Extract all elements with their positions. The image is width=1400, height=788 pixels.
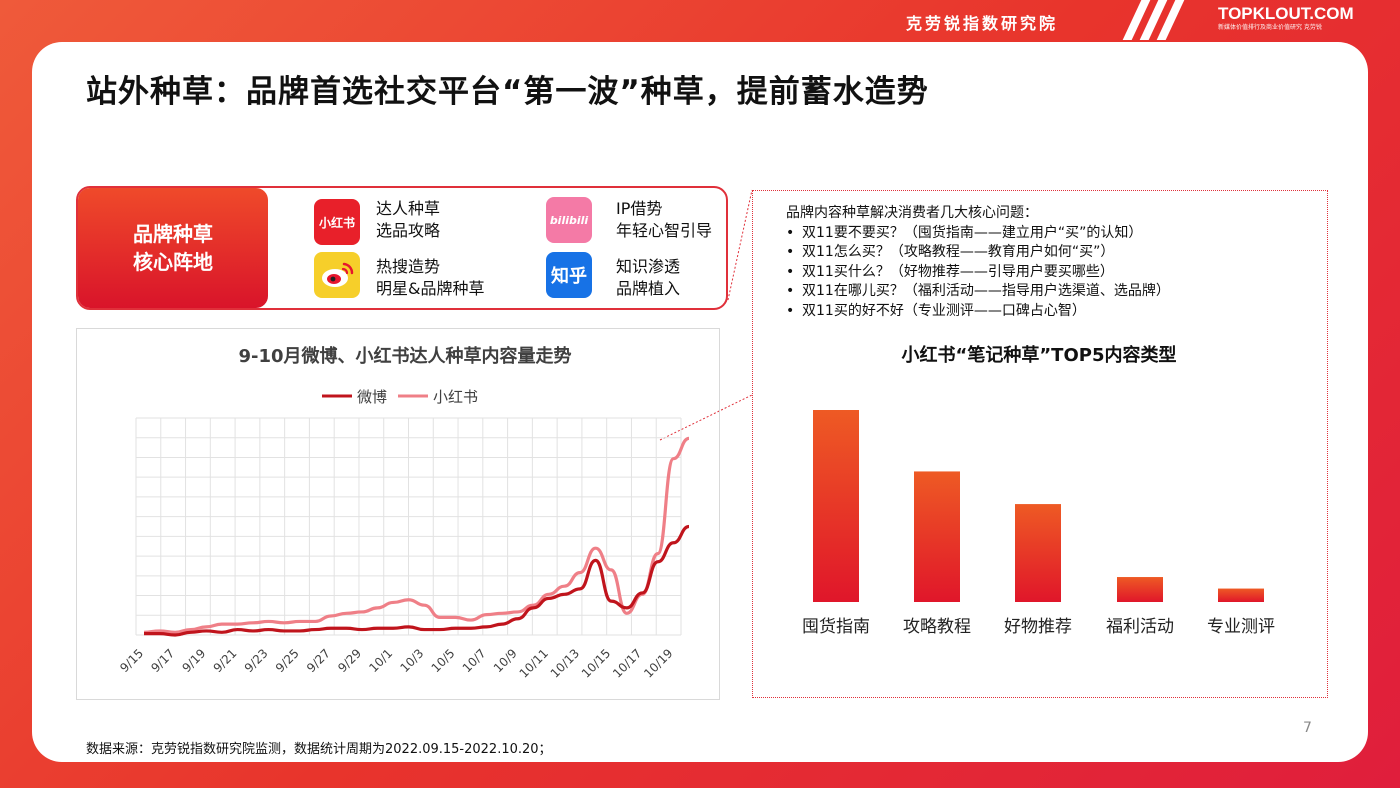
zhihu-icon-text: 知乎 xyxy=(551,266,587,287)
bar xyxy=(914,471,960,602)
questions-panel xyxy=(752,190,1328,698)
legend-label-xiaohongshu: 小红书 xyxy=(433,388,478,406)
question-item: 双11买什么？（好物推荐——引导用户要买哪些） xyxy=(786,263,1170,283)
bar-category-label: 专业测评 xyxy=(1207,617,1275,637)
core-line-2: 核心阵地 xyxy=(133,250,213,274)
bilibili-icon-text: bilibili xyxy=(549,213,589,227)
bar-category-label: 囤货指南 xyxy=(802,617,870,637)
bar-category-label: 攻略教程 xyxy=(903,617,971,637)
platform-zhihu-text: 知识渗透 品牌植入 xyxy=(616,256,680,300)
zhihu-icon: 知乎 xyxy=(546,252,592,298)
platform-line-1: 热搜造势 xyxy=(376,257,441,276)
x-tick-label: 10/11 xyxy=(517,646,551,680)
question-item: 双11买的好不好（专业测评——口碑占心智） xyxy=(786,302,1170,322)
legend-label-weibo: 微博 xyxy=(357,388,387,406)
x-tick-label: 10/5 xyxy=(429,646,458,675)
question-item: 双11在哪儿买？（福利活动——指导用户选渠道、选品牌） xyxy=(786,282,1170,302)
weibo-icon xyxy=(314,252,360,298)
question-item: 双11要不要买？（囤货指南——建立用户“买”的认知） xyxy=(786,224,1170,244)
brand-name: 克劳锐指数研究院 xyxy=(906,14,1059,33)
platform-line-1: 达人种草 xyxy=(376,199,441,218)
line-chart-frame xyxy=(76,328,720,700)
weibo-icon-graphic xyxy=(322,262,354,287)
platform-line-1: 知识渗透 xyxy=(616,257,681,276)
line-chart-x-ticks: 9/15 9/17 9/19 9/21 9/23 9/25 9/27 9/29 10/1 10/3… xyxy=(117,646,675,680)
platform-line-2: 明星&品牌种草 xyxy=(376,279,485,298)
bar xyxy=(1218,588,1264,602)
content-card xyxy=(32,42,1368,762)
core-platform-label: 品牌种草 核心阵地 xyxy=(78,188,268,308)
x-tick-label: 10/1 xyxy=(366,646,395,675)
topklout-logo: TOPKLOUT.COM 新媒体价值排行及商业价值研究 克劳锐 xyxy=(1218,4,1366,36)
series-line-xiaohongshu xyxy=(143,436,690,634)
bar-chart: 小红书“笔记种草”TOP5内容类型 囤货指南 攻略教程 好物推荐 福利活动 专业测评 xyxy=(802,344,1275,637)
line-chart: 9-10月微博、小红书达人种草内容量走势 微博 小红书 9/15 9/17 9/19… xyxy=(117,345,690,681)
bar-chart-bars xyxy=(813,410,1264,602)
x-tick-label: 9/27 xyxy=(304,646,333,675)
x-tick-label: 9/15 xyxy=(117,646,146,675)
x-tick-label: 10/7 xyxy=(460,646,489,675)
platform-line-2: 年轻心智引导 xyxy=(616,221,713,240)
data-source-note: 数据来源：克劳锐指数研究院监测，数据统计周期为2022.09.15-2022.1… xyxy=(86,742,552,757)
platform-line-2: 选品攻略 xyxy=(376,221,441,240)
platform-bilibili-text: IP借势 年轻心智引导 xyxy=(616,198,712,242)
line-chart-series xyxy=(143,436,690,637)
bar-chart-categories: 囤货指南 攻略教程 好物推荐 福利活动 专业测评 xyxy=(802,617,1275,637)
platform-xiaohongshu-text: 达人种草 选品攻略 xyxy=(376,198,440,242)
x-tick-label: 10/3 xyxy=(397,646,426,675)
x-tick-label: 10/15 xyxy=(579,646,613,680)
connector-line-bottom xyxy=(659,394,753,441)
bar xyxy=(813,410,859,602)
bar xyxy=(1015,504,1061,602)
bar-category-label: 福利活动 xyxy=(1106,617,1174,637)
page-number: 7 xyxy=(1303,720,1312,736)
x-tick-label: 9/29 xyxy=(335,646,364,675)
bilibili-icon: bilibili xyxy=(546,197,592,243)
x-tick-label: 10/13 xyxy=(548,646,582,680)
page-title: 站外种草：品牌首选社交平台“第一波”种草，提前蓄水造势 xyxy=(86,74,929,110)
platform-weibo-text: 热搜造势 明星&品牌种草 xyxy=(376,256,484,300)
line-chart-legend: 微博 小红书 xyxy=(322,388,478,406)
questions-heading: 品牌内容种草解决消费者几大核心问题： xyxy=(786,205,1038,221)
question-item: 双11怎么买？（攻略教程——教育用户如何“买”） xyxy=(786,243,1170,263)
x-tick-label: 10/19 xyxy=(641,646,675,680)
logo-subtext: 新媒体价值排行及商业价值研究 克劳锐 xyxy=(1218,24,1322,31)
bar xyxy=(1117,577,1163,602)
bar-chart-title: 小红书“笔记种草”TOP5内容类型 xyxy=(902,344,1177,366)
bar-category-label: 好物推荐 xyxy=(1004,617,1072,637)
questions-list: 品牌内容种草解决消费者几大核心问题： 双11要不要买？（囤货指南——建立用户“买… xyxy=(786,204,1170,321)
x-tick-label: 9/25 xyxy=(273,646,302,675)
x-tick-label: 10/17 xyxy=(610,646,644,680)
series-line-weibo xyxy=(143,524,690,637)
platform-line-1: IP借势 xyxy=(616,199,663,218)
platform-line-2: 品牌植入 xyxy=(616,279,681,298)
x-tick-label: 9/17 xyxy=(148,646,177,675)
x-tick-label: 9/21 xyxy=(211,646,240,675)
top-bar: 克劳锐指数研究院 TOPKLOUT.COM 新媒体价值排行及商业价值研究 克劳锐 xyxy=(0,0,1400,40)
line-chart-title: 9-10月微博、小红书达人种草内容量走势 xyxy=(238,345,571,367)
x-tick-label: 9/19 xyxy=(179,646,208,675)
xiaohongshu-icon: 小红书 xyxy=(314,199,360,245)
core-line-1: 品牌种草 xyxy=(133,222,213,246)
x-tick-label: 9/23 xyxy=(242,646,271,675)
xiaohongshu-icon-text: 小红书 xyxy=(318,215,355,230)
line-chart-grid xyxy=(135,417,682,636)
logo-text: TOPKLOUT.COM xyxy=(1218,4,1354,23)
connector-line-top xyxy=(727,189,753,301)
